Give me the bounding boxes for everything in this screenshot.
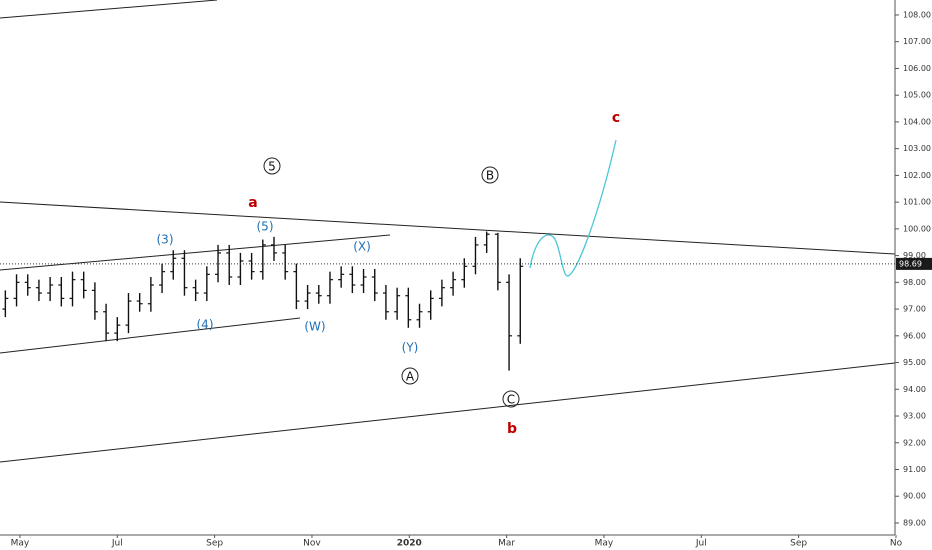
- circle: [502, 390, 520, 408]
- y-tick-label: 94.00: [903, 385, 926, 394]
- wave-label: A: [406, 370, 415, 384]
- channel-upper: [0, 234, 391, 271]
- y-tick-label: 108.00: [903, 10, 931, 19]
- y-tick-label: 106.00: [903, 64, 931, 73]
- wave-label: b: [507, 421, 517, 437]
- x-tick-label: Sep: [206, 539, 223, 549]
- wave-label: a: [248, 195, 257, 211]
- y-tick-label: 100.00: [903, 224, 931, 233]
- channel-lower: [0, 317, 301, 354]
- wave-label: (Y): [402, 341, 419, 355]
- x-tick-label: Mar: [498, 539, 515, 549]
- x-tick-label: Jul: [111, 539, 123, 549]
- wave-label: (5): [257, 220, 274, 234]
- x-tick-label: Nov: [303, 539, 321, 549]
- circle: [481, 166, 499, 184]
- y-tick-label: 93.00: [903, 412, 926, 421]
- y-tick-label: 92.00: [903, 438, 926, 447]
- y-tick-label: 103.00: [903, 144, 931, 153]
- y-tick-label: 104.00: [903, 117, 931, 126]
- wave-label: (3): [157, 233, 174, 247]
- y-tick-label: 89.00: [903, 518, 926, 527]
- trend-line: [0, 0, 218, 19]
- last-price-box: [896, 257, 932, 270]
- x-tick-label: Jul: [695, 539, 707, 549]
- y-tick-label: 91.00: [903, 465, 926, 474]
- x-tick-label: Sep: [790, 539, 807, 549]
- x-tick-label: May: [595, 539, 614, 549]
- wave-label: (W): [304, 320, 325, 334]
- y-tick-label: 97.00: [903, 305, 926, 314]
- wave-label: (4): [197, 318, 214, 332]
- x-tick-label: May: [11, 539, 30, 549]
- circle: [401, 367, 419, 385]
- wave-label: 5: [268, 160, 276, 174]
- y-tick-label: 102.00: [903, 171, 931, 180]
- wave-label: (X): [353, 240, 371, 254]
- last-price-label: 98.69: [899, 259, 922, 268]
- y-tick-label: 99.00: [903, 251, 926, 260]
- y-tick-label: 90.00: [903, 492, 926, 501]
- y-tick-label: 105.00: [903, 91, 931, 100]
- x-tick-label: No: [890, 539, 903, 549]
- resistance-line: [0, 201, 896, 255]
- x-tick-label: 2020: [397, 539, 422, 549]
- circle: [263, 157, 281, 175]
- support-line: [0, 362, 896, 463]
- wave-label: B: [486, 169, 494, 183]
- projection-path: [529, 139, 617, 277]
- wave-label: C: [507, 393, 515, 407]
- y-tick-label: 101.00: [903, 198, 931, 207]
- y-tick-label: 107.00: [903, 37, 931, 46]
- wave-label: c: [612, 110, 620, 126]
- y-tick-label: 96.00: [903, 331, 926, 340]
- y-tick-label: 98.00: [903, 278, 926, 287]
- annotations: (3) (5) (4) (X) (W) (Y) a b c 5 B A C: [157, 110, 621, 437]
- y-tick-label: 95.00: [903, 358, 926, 367]
- drawings: [0, 0, 896, 463]
